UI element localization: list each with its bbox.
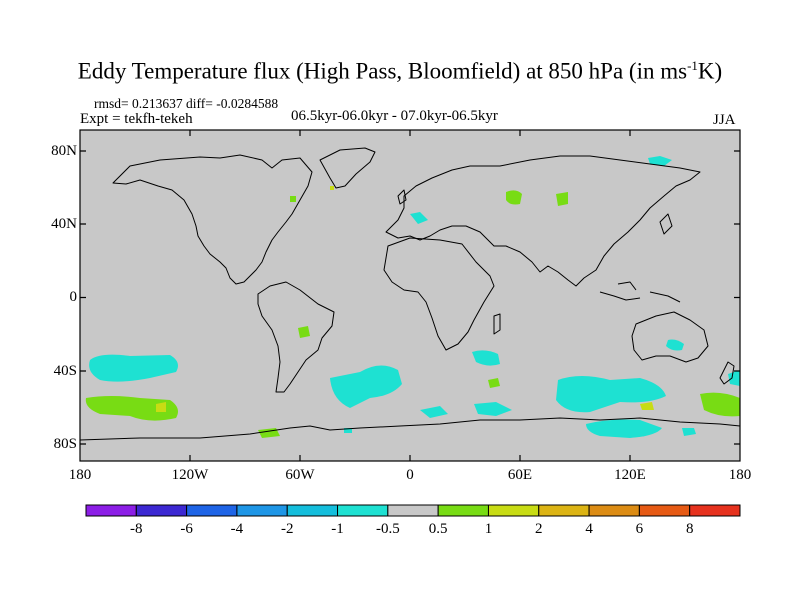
colorbar-label: 4 [585, 521, 593, 537]
coastline-maritime-asia [599, 281, 681, 303]
coastline-antarctica [79, 417, 741, 441]
colorbar-label: -1 [331, 521, 344, 537]
lon-label-60w: 60W [285, 467, 315, 483]
coastline-new-zealand [719, 361, 735, 385]
colorbar-label: -6 [180, 521, 193, 537]
map-title: Eddy Temperature flux (High Pass, Bloomf… [77, 58, 723, 84]
coastline-madagascar [493, 313, 501, 335]
colorbar-label: -0.5 [375, 521, 400, 537]
positive-mid-patches [156, 186, 654, 412]
colorbar-label: 1 [484, 521, 493, 537]
period-label: 06.5kyr-06.0kyr - 07.0kyr-06.5kyr [291, 108, 498, 124]
coastline-south-america [257, 281, 335, 393]
colorbar-box [236, 504, 288, 517]
positive-anomaly-patches [85, 190, 740, 438]
lat-label-40s: 40S [53, 363, 77, 379]
colorbar-box [286, 504, 339, 517]
colorbar-box [337, 504, 389, 517]
coastline-australia [631, 311, 709, 363]
lat-label-80s: 80S [53, 436, 77, 452]
coastline-north-america [112, 154, 313, 285]
lon-label-120w: 120W [171, 467, 209, 483]
colorbar-box [588, 504, 640, 517]
colorbar-label: -2 [280, 521, 294, 537]
colorbar-box [387, 504, 439, 517]
experiment-label: Expt = tekfh-tekeh [80, 111, 193, 127]
colorbar-label: 6 [635, 521, 644, 537]
colorbar-label: 0.5 [428, 521, 448, 537]
lat-label-40n: 40N [51, 216, 77, 232]
coastline-japan [659, 213, 673, 235]
coastline-greenland [319, 147, 376, 189]
colorbar-box [487, 504, 540, 517]
colorbar-box [437, 504, 489, 517]
colorbar-label: 8 [685, 521, 694, 537]
rmsd-diff-stats: rmsd= 0.213637 diff= -0.0284588 [94, 96, 279, 111]
lat-label-80n: 80N [51, 143, 77, 159]
coastline-africa [383, 237, 495, 351]
coastline-eurasia [385, 155, 701, 287]
coastlines [79, 147, 741, 441]
colorbar-box [186, 504, 238, 517]
lon-label-120e: 120E [614, 467, 646, 483]
colorbar [85, 504, 741, 517]
lon-label-180e: 180 [728, 467, 752, 483]
lon-label-0: 0 [406, 467, 414, 483]
colorbar-box [638, 504, 691, 517]
colorbar-box [538, 504, 590, 517]
colorbar-box [135, 504, 188, 517]
colorbar-label: -4 [230, 521, 244, 537]
colorbar-box [689, 504, 741, 517]
season-label: JJA [713, 112, 736, 128]
negative-anomaly-patches [89, 156, 740, 438]
plot-frame [79, 129, 741, 462]
colorbar-box [85, 504, 137, 517]
plot-area [80, 130, 740, 461]
lon-label-60e: 60E [507, 467, 533, 483]
colorbar-label: -8 [130, 521, 143, 537]
colorbar-label: 2 [535, 521, 543, 537]
lon-label-180w: 180 [68, 467, 92, 483]
coastline-britain [397, 189, 407, 205]
lat-label-0: 0 [69, 289, 78, 305]
